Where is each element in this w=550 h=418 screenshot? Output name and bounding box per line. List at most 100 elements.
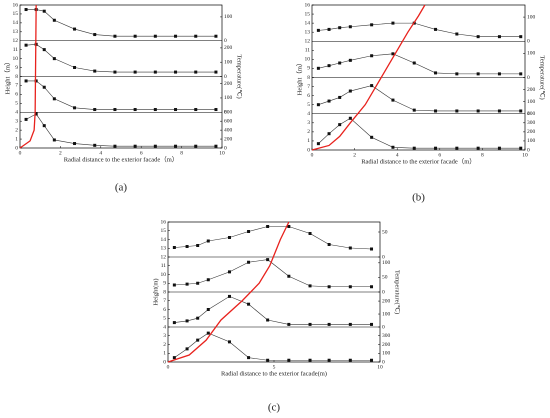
marker <box>455 146 459 150</box>
marker <box>133 34 137 38</box>
y2-tick-label: 100 <box>382 351 391 357</box>
marker <box>196 281 200 285</box>
y2-tick-label: 300 <box>527 120 536 126</box>
marker <box>519 109 523 113</box>
y2-axis-label: Temperature(℃) <box>394 270 401 314</box>
y-tick-label: 4 <box>307 111 310 117</box>
marker <box>113 108 117 112</box>
y-axis-label: Height(m) <box>152 278 159 305</box>
marker <box>266 258 270 262</box>
marker <box>153 108 157 112</box>
marker <box>316 66 320 70</box>
x-tick-label: 10 <box>219 150 225 156</box>
x-axis-label: Radial distance to the exterior facade(m… <box>221 370 327 377</box>
x-tick-label: 6 <box>438 152 441 158</box>
marker <box>327 358 331 362</box>
marker <box>185 347 189 351</box>
y2-tick-label: 100 <box>527 14 536 20</box>
marker <box>52 97 56 101</box>
y-tick-label: 0 <box>15 145 18 151</box>
y2-tick-label: 200 <box>527 87 536 93</box>
y-axis-label: Height（m） <box>3 59 11 95</box>
y2-tick-label: 0 <box>382 254 385 260</box>
marker <box>316 28 320 32</box>
marker <box>455 72 459 76</box>
marker <box>370 135 374 139</box>
y2-tick-label: 0 <box>382 359 385 365</box>
y-tick-label: 12 <box>161 254 167 260</box>
marker <box>185 282 189 286</box>
marker <box>42 85 46 89</box>
y-tick-label: 5 <box>307 102 310 108</box>
marker <box>113 70 117 74</box>
marker <box>327 243 331 246</box>
y-tick-label: 16 <box>13 2 19 8</box>
y-tick-label: 10 <box>305 57 311 63</box>
y-tick-label: 5 <box>15 101 18 107</box>
marker <box>316 103 320 107</box>
marker <box>287 274 291 278</box>
x-tick-label: 10 <box>522 152 528 158</box>
temperature-line <box>318 53 521 75</box>
y2-tick-label: 100 <box>224 14 233 20</box>
x-tick-label: 2 <box>353 152 356 158</box>
front-line <box>167 221 290 363</box>
marker <box>93 143 97 147</box>
temperature-line <box>174 296 372 325</box>
marker <box>266 318 270 322</box>
y-tick-label: 4 <box>15 110 18 116</box>
marker <box>194 144 198 148</box>
marker <box>327 27 331 31</box>
marker <box>348 58 352 62</box>
marker <box>434 146 438 150</box>
marker <box>476 35 480 39</box>
marker <box>327 285 331 289</box>
marker <box>519 35 523 39</box>
marker <box>194 70 198 74</box>
marker <box>247 230 251 233</box>
marker <box>434 71 438 75</box>
y2-tick-label: 600 <box>224 118 233 124</box>
marker <box>308 358 312 362</box>
marker <box>73 27 77 31</box>
y-tick-label: 11 <box>13 47 19 53</box>
marker <box>327 132 331 136</box>
marker <box>370 322 374 326</box>
marker <box>370 247 374 251</box>
marker <box>247 260 251 264</box>
marker <box>73 106 77 110</box>
marker <box>93 33 97 37</box>
marker <box>287 322 291 326</box>
marker <box>227 294 231 298</box>
marker <box>247 302 251 306</box>
y-tick-label: 8 <box>15 74 18 80</box>
marker <box>174 70 178 74</box>
y-tick-label: 7 <box>307 84 310 90</box>
marker <box>391 21 395 25</box>
marker <box>174 108 178 112</box>
y2-tick-label: 800 <box>224 110 233 116</box>
y-tick-label: 1 <box>307 138 310 144</box>
y-tick-label: 0 <box>307 147 310 153</box>
y2-tick-label: 100 <box>527 99 536 105</box>
marker <box>338 61 342 65</box>
marker <box>113 34 117 38</box>
marker <box>287 225 291 228</box>
y2-tick-label: 100 <box>527 138 536 144</box>
y-tick-label: 8 <box>307 75 310 81</box>
marker <box>34 79 38 83</box>
y-tick-label: 13 <box>305 29 311 35</box>
marker <box>308 232 312 235</box>
y-tick-label: 2 <box>307 129 310 135</box>
y2-tick-label: 0 <box>224 74 227 80</box>
temperature-line <box>26 80 216 110</box>
y2-tick-label: 100 <box>382 311 391 317</box>
y-tick-label: 10 <box>13 56 19 62</box>
y-tick-label: 7 <box>15 83 18 89</box>
marker <box>519 72 523 76</box>
marker <box>266 358 270 362</box>
x-tick-label: 8 <box>481 152 484 158</box>
y2-tick-label: 200 <box>382 298 391 304</box>
marker <box>412 61 416 65</box>
